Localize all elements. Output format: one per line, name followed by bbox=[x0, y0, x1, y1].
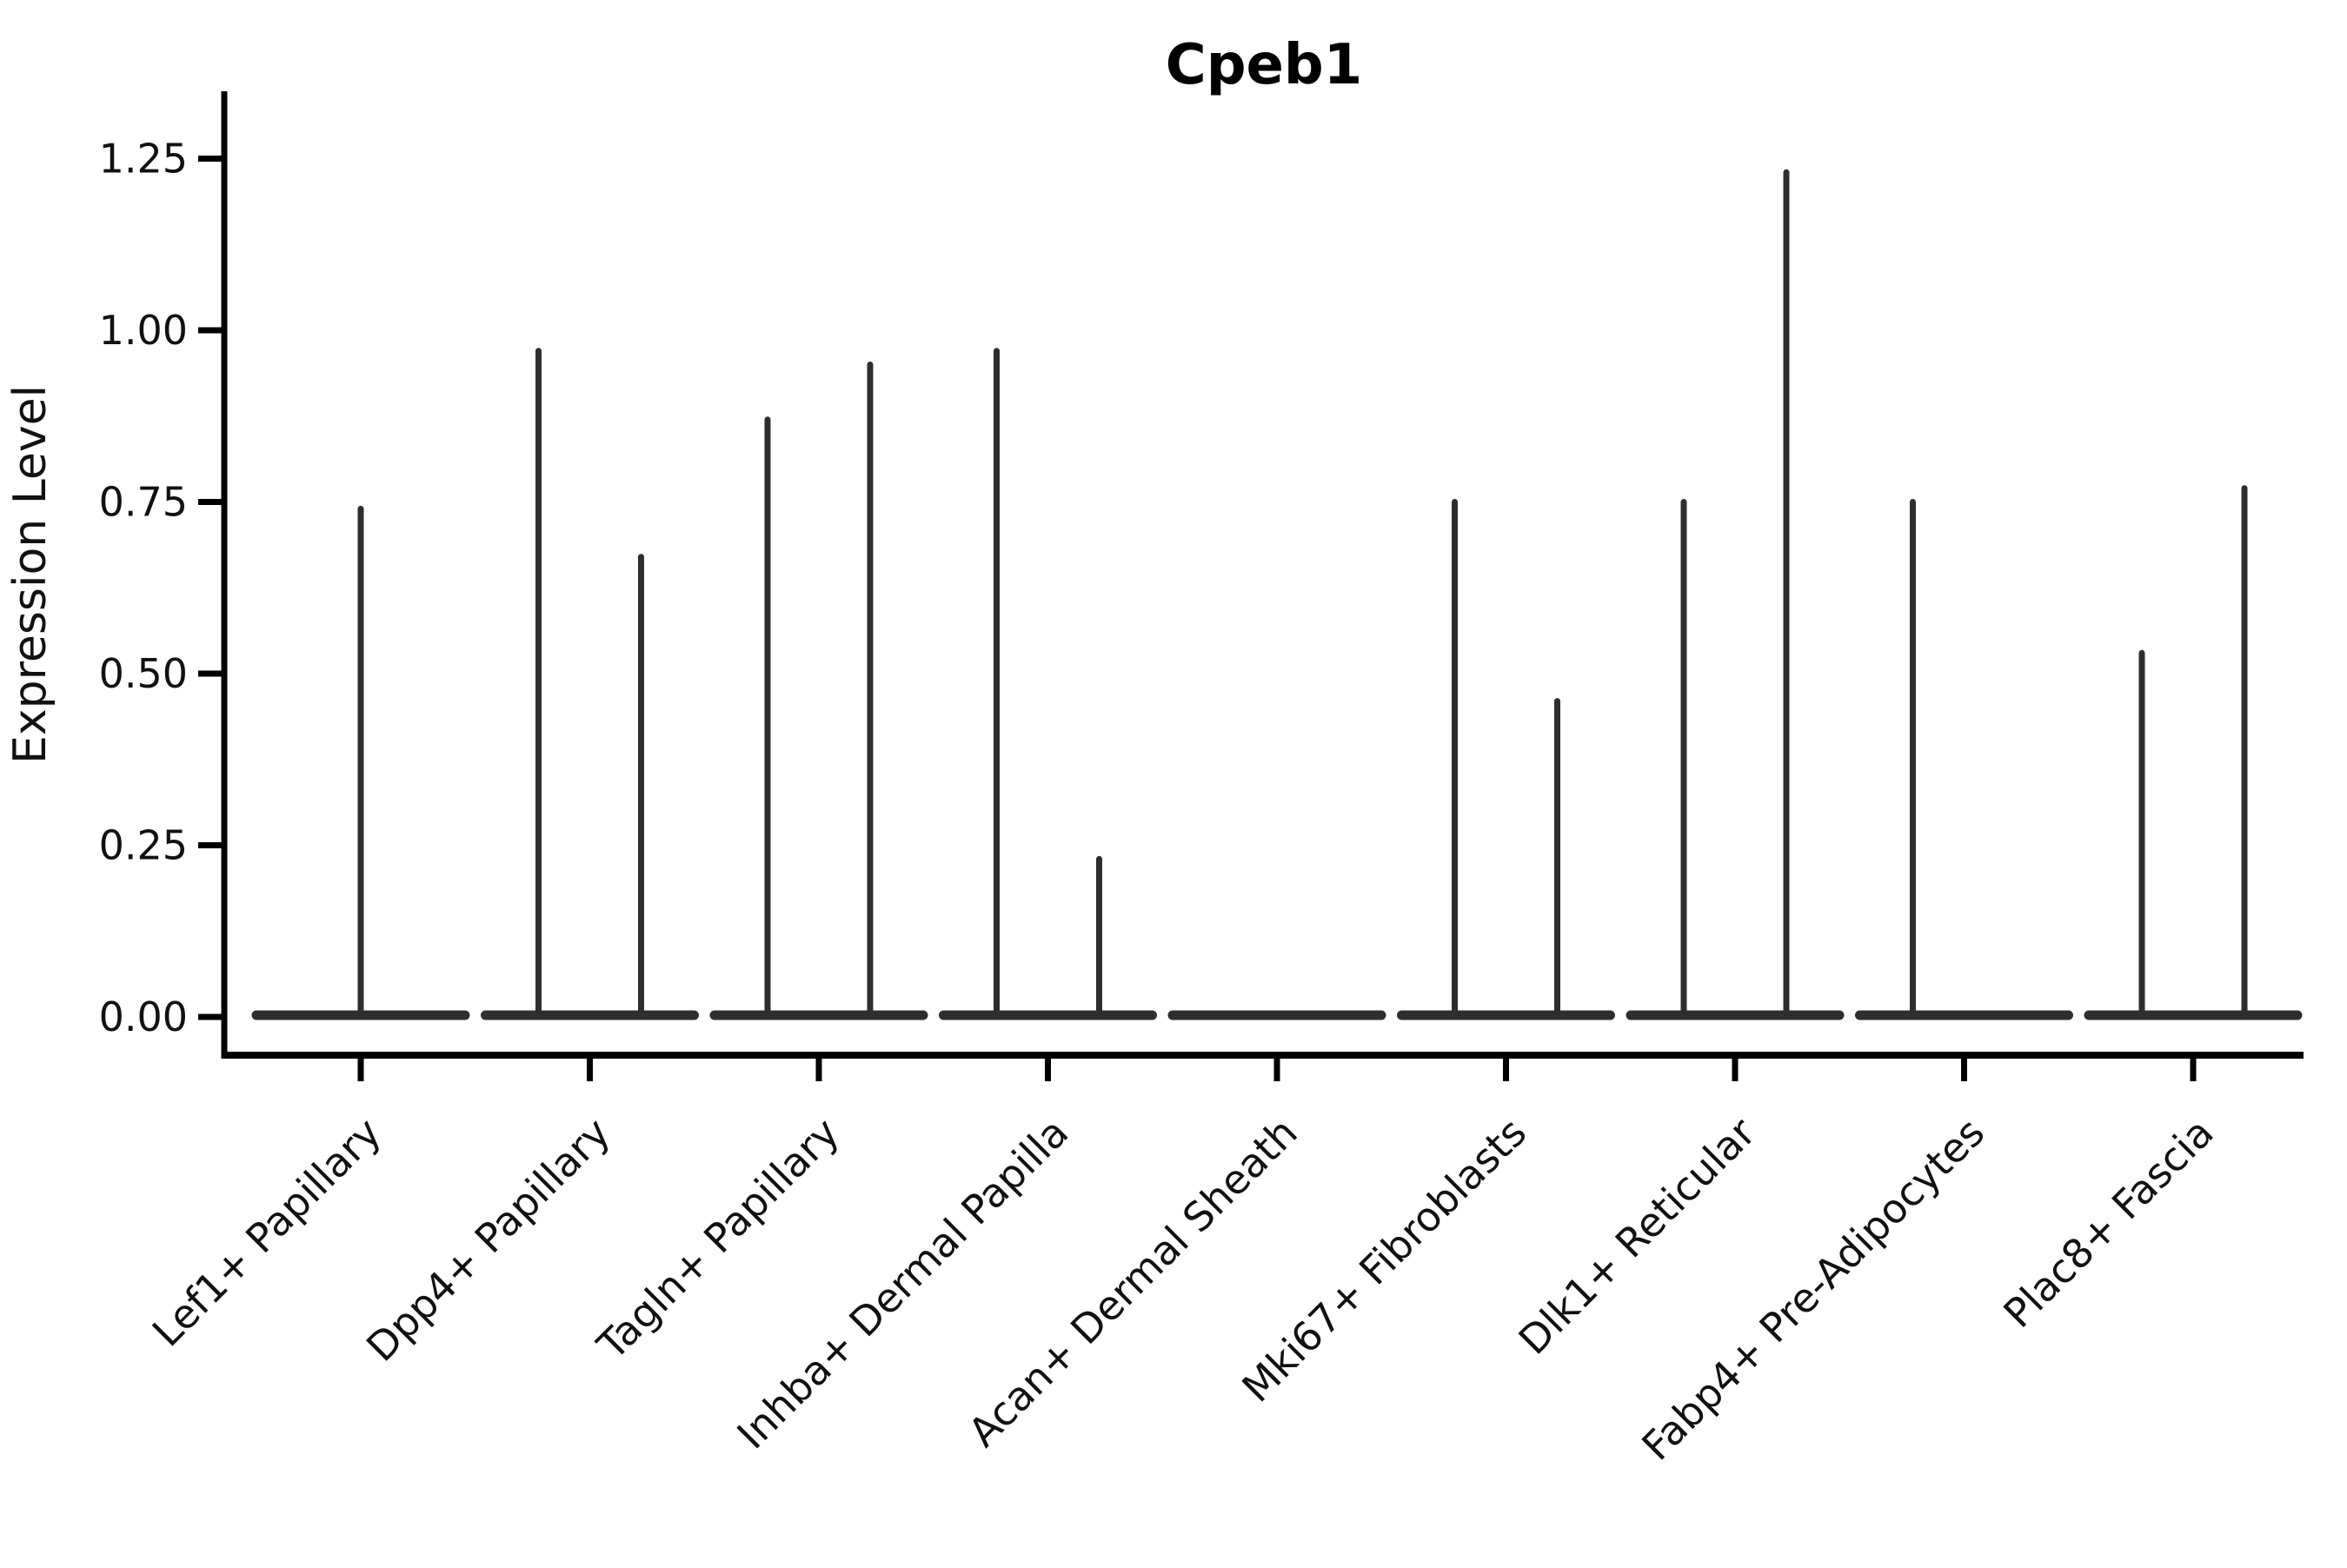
violin-layer bbox=[251, 169, 2303, 1020]
x-tick-label: Plac8+ Fascia bbox=[1994, 1109, 2222, 1337]
x-tick-label: Lef1+ Papillary bbox=[143, 1109, 390, 1356]
x-tick-label: Dlk1+ Reticular bbox=[1510, 1109, 1765, 1364]
y-tick-label: 0.25 bbox=[99, 822, 188, 869]
y-tick-label: 0.00 bbox=[99, 993, 188, 1040]
y-tick-label: 0.50 bbox=[99, 650, 188, 697]
x-tick-label: Dpp4+ Papillary bbox=[357, 1109, 619, 1371]
x-tick-label: Tagln+ Papillary bbox=[588, 1109, 848, 1370]
y-tick-label: 0.75 bbox=[99, 479, 188, 526]
chart-title: Cpeb1 bbox=[1166, 33, 1363, 97]
y-tick-label: 1.00 bbox=[99, 307, 188, 354]
y-axis-label: Expression Level bbox=[4, 385, 57, 764]
y-tick-label: 1.25 bbox=[99, 136, 188, 183]
